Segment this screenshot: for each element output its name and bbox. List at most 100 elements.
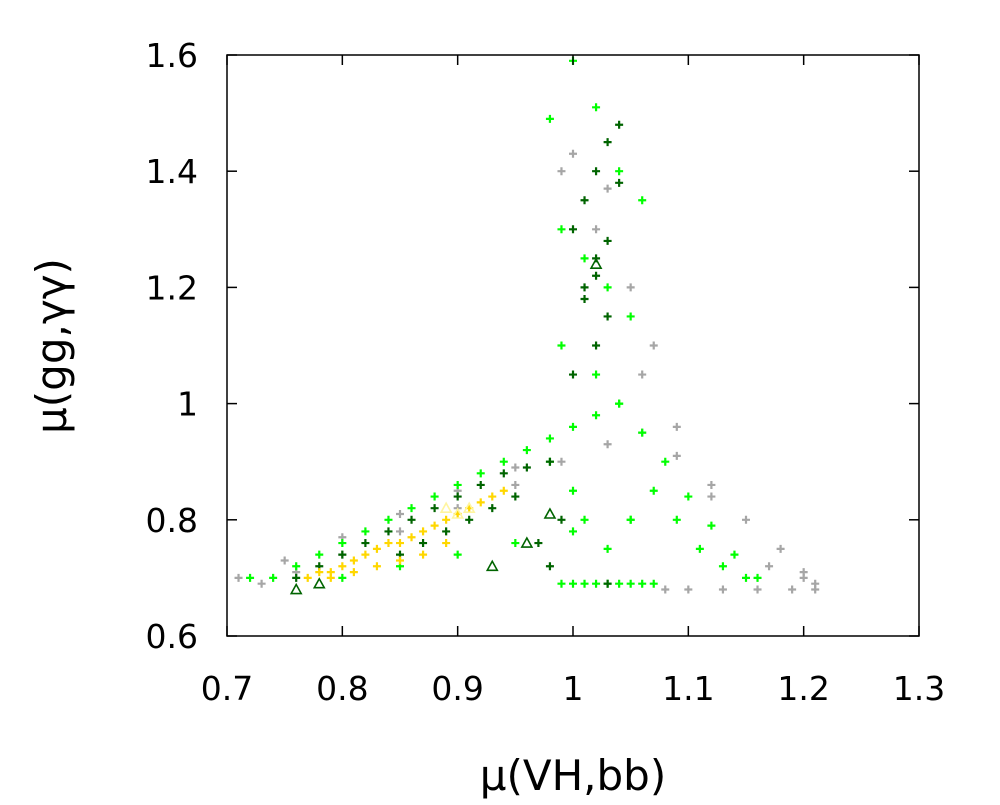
y-tick-label: 1	[177, 385, 198, 424]
data-point	[557, 167, 566, 176]
data-point	[730, 550, 739, 559]
plot-frame	[226, 54, 920, 637]
data-point	[615, 167, 624, 176]
data-point	[603, 440, 612, 449]
y-tick-label: 1.6	[146, 36, 198, 75]
data-point	[315, 550, 324, 559]
data-point	[372, 562, 381, 571]
data-point	[580, 283, 589, 292]
data-point	[580, 295, 589, 304]
data-point	[626, 515, 635, 524]
data-point-triangle	[289, 582, 303, 595]
data-point	[580, 515, 589, 524]
data-point	[580, 579, 589, 588]
data-point	[592, 411, 601, 420]
data-point	[545, 457, 554, 466]
x-tick-label: 1.2	[777, 669, 829, 708]
data-point	[396, 509, 404, 518]
data-point	[707, 492, 716, 501]
data-point	[753, 573, 762, 582]
y-tick-label: 0.8	[146, 501, 198, 540]
data-point	[672, 422, 681, 431]
data-point	[638, 428, 647, 437]
data-point	[615, 579, 624, 588]
data-point	[384, 539, 393, 548]
data-point-triangle	[439, 501, 453, 513]
y-tick-label: 1.4	[146, 152, 198, 191]
y-tick-label: 0.6	[146, 617, 198, 656]
data-point	[453, 492, 462, 501]
data-point	[499, 469, 508, 478]
data-point	[649, 486, 658, 495]
data-point	[349, 556, 358, 565]
data-point	[384, 515, 393, 524]
data-point	[338, 573, 347, 582]
data-point	[442, 515, 451, 524]
data-point	[442, 527, 451, 536]
data-point	[396, 556, 404, 565]
data-point	[511, 539, 520, 548]
y-axis-title: μ(gg,γγ)	[27, 258, 76, 434]
data-point	[603, 138, 612, 147]
data-point	[649, 341, 658, 350]
data-point	[476, 469, 485, 478]
data-point	[522, 446, 531, 455]
x-tick-label: 0.9	[431, 669, 483, 708]
data-point	[672, 451, 681, 460]
data-point	[396, 539, 404, 548]
data-point	[569, 225, 577, 234]
data-point	[315, 568, 324, 577]
data-point	[430, 504, 439, 513]
data-point	[661, 585, 670, 594]
data-point	[545, 562, 554, 571]
data-point	[303, 573, 312, 582]
data-point	[292, 573, 301, 582]
data-point	[811, 585, 820, 594]
data-point	[776, 544, 785, 553]
data-point	[511, 480, 520, 489]
data-point	[626, 579, 635, 588]
data-point	[407, 533, 416, 542]
x-tick-label: 1.3	[893, 669, 945, 708]
data-point	[557, 515, 566, 524]
data-point-triangle	[462, 501, 476, 513]
data-point	[603, 283, 612, 292]
data-point	[592, 341, 601, 350]
data-point	[615, 178, 624, 187]
data-point	[511, 492, 520, 501]
data-point	[511, 463, 520, 472]
x-axis-title: μ(VH,bb)	[480, 751, 666, 800]
data-point	[545, 434, 554, 443]
data-point	[430, 521, 439, 530]
data-point	[349, 568, 358, 577]
data-point	[799, 573, 808, 582]
data-point	[742, 573, 750, 582]
data-point	[534, 539, 543, 548]
data-point	[372, 544, 381, 553]
data-point	[626, 283, 635, 292]
data-point	[419, 527, 428, 536]
data-point-triangle	[589, 257, 603, 269]
data-point	[592, 271, 601, 280]
data-point-triangle	[451, 507, 465, 519]
data-point-triangle	[520, 536, 534, 548]
data-point	[661, 457, 670, 466]
data-point	[453, 550, 462, 559]
x-tick-label: 0.7	[201, 669, 253, 708]
data-point	[476, 480, 485, 489]
data-point	[569, 486, 577, 495]
data-point	[615, 120, 624, 129]
points-layer	[234, 56, 820, 595]
data-point	[718, 562, 727, 571]
data-point	[603, 184, 612, 193]
data-point	[488, 504, 497, 513]
data-point	[361, 527, 370, 536]
data-point	[592, 370, 601, 379]
data-point	[361, 550, 370, 559]
data-point	[638, 579, 647, 588]
data-point	[615, 399, 624, 408]
data-point	[465, 515, 474, 524]
data-point	[396, 527, 404, 536]
data-point	[707, 521, 716, 530]
